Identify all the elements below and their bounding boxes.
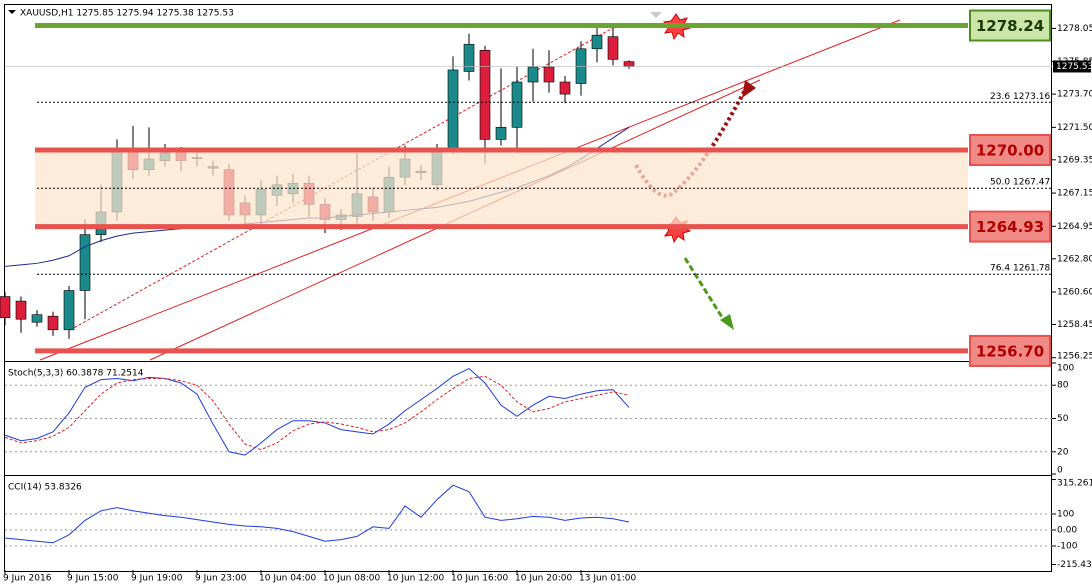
fib-ratio: 23.6 xyxy=(990,92,1010,102)
candle-body xyxy=(527,66,539,83)
level-label: 1278.24 xyxy=(976,17,1044,35)
y-tick-label: 1271.50 xyxy=(1057,123,1092,133)
level-label: 1256.70 xyxy=(976,342,1044,360)
y-tick-label: 0 xyxy=(1057,466,1063,476)
current-price-label: 1275.53 xyxy=(1056,62,1092,72)
y-tick-label: 20 xyxy=(1057,447,1069,457)
level-box xyxy=(969,9,1051,42)
level-box xyxy=(969,210,1051,243)
candle-body xyxy=(79,234,91,291)
candle-body xyxy=(0,296,11,318)
fib-ratio: 76.4 xyxy=(990,264,1010,274)
candle-body xyxy=(559,81,571,95)
candle-body xyxy=(15,300,27,320)
indicator-title: Stoch(5,3,3) 60.3878 71.2514 xyxy=(8,369,144,379)
indicator-line xyxy=(4,375,630,451)
y-tick-label: 50 xyxy=(1057,414,1069,424)
y-tick-label: 1269.35 xyxy=(1057,155,1092,165)
y-tick-label: 315.2613 xyxy=(1057,479,1092,489)
y-tick-label: -100 xyxy=(1057,542,1078,552)
candle-body xyxy=(575,48,587,84)
y-tick-label: 1256.25 xyxy=(1057,352,1092,362)
level-label: 1264.93 xyxy=(976,218,1044,236)
fib-ratio: 50.0 xyxy=(990,178,1010,188)
indicator-line xyxy=(4,367,630,456)
y-tick-label: 1267.15 xyxy=(1057,189,1092,199)
y-tick-label: 80 xyxy=(1057,381,1069,391)
y-tick-label: 0.00 xyxy=(1057,526,1077,536)
current-price-box xyxy=(1053,60,1091,73)
candle-body xyxy=(543,66,555,83)
candle-body xyxy=(511,81,523,128)
x-tick-label: 10 Jun 20:00 xyxy=(515,574,572,584)
candle-body xyxy=(479,50,491,140)
fib-value: 1261.78 xyxy=(1013,264,1050,274)
candle-body xyxy=(463,43,475,72)
y-tick-label: 100 xyxy=(1057,510,1074,520)
fib-value: 1273.16 xyxy=(1013,92,1050,102)
fib-value: 1267.47 xyxy=(1013,178,1050,188)
y-tick-label: 1260.60 xyxy=(1057,288,1092,298)
y-tick-label: 1278.05 xyxy=(1057,24,1092,34)
y-tick-label: 1273.70 xyxy=(1057,90,1092,100)
candle-body xyxy=(31,314,43,323)
level-label: 1270.00 xyxy=(976,142,1044,160)
x-tick-label: 9 Jun 19:00 xyxy=(131,574,183,584)
x-tick-label: 10 Jun 08:00 xyxy=(323,574,380,584)
indicator-line xyxy=(4,484,630,544)
marker xyxy=(650,12,662,18)
level-box xyxy=(969,334,1051,367)
indicator-title: CCI(14) 53.8326 xyxy=(8,483,82,493)
y-tick-label: 1258.45 xyxy=(1057,320,1092,330)
y-tick-label: -215.433 xyxy=(1057,560,1092,570)
x-tick-label: 9 Jun 2016 xyxy=(3,574,52,584)
y-tick-label: 1264.95 xyxy=(1057,222,1092,232)
level-box xyxy=(969,134,1051,167)
candle-body xyxy=(623,61,635,67)
candle-body xyxy=(47,315,59,331)
candle-body xyxy=(63,290,75,331)
menu-arrow xyxy=(8,10,16,14)
x-tick-label: 10 Jun 04:00 xyxy=(259,574,316,584)
candle-body xyxy=(607,36,619,60)
arrow-head xyxy=(720,314,734,330)
symbol-header: XAUUSD,H1 1275.85 1275.94 1275.38 1275.5… xyxy=(20,9,234,19)
y-tick-label: 100 xyxy=(1057,364,1074,374)
x-tick-label: 10 Jun 12:00 xyxy=(387,574,444,584)
arrow-down xyxy=(683,257,727,323)
candle-body xyxy=(447,69,459,151)
candle-body xyxy=(591,34,603,50)
arrow-head xyxy=(742,80,756,98)
candle-body xyxy=(495,127,507,140)
y-tick-label: 1262.80 xyxy=(1057,254,1092,264)
x-tick-label: 9 Jun 23:00 xyxy=(195,574,247,584)
frame xyxy=(4,4,1052,572)
x-tick-label: 10 Jun 16:00 xyxy=(451,574,508,584)
x-tick-label: 9 Jun 15:00 xyxy=(67,574,119,584)
x-tick-label: 13 Jun 01:00 xyxy=(579,574,636,584)
